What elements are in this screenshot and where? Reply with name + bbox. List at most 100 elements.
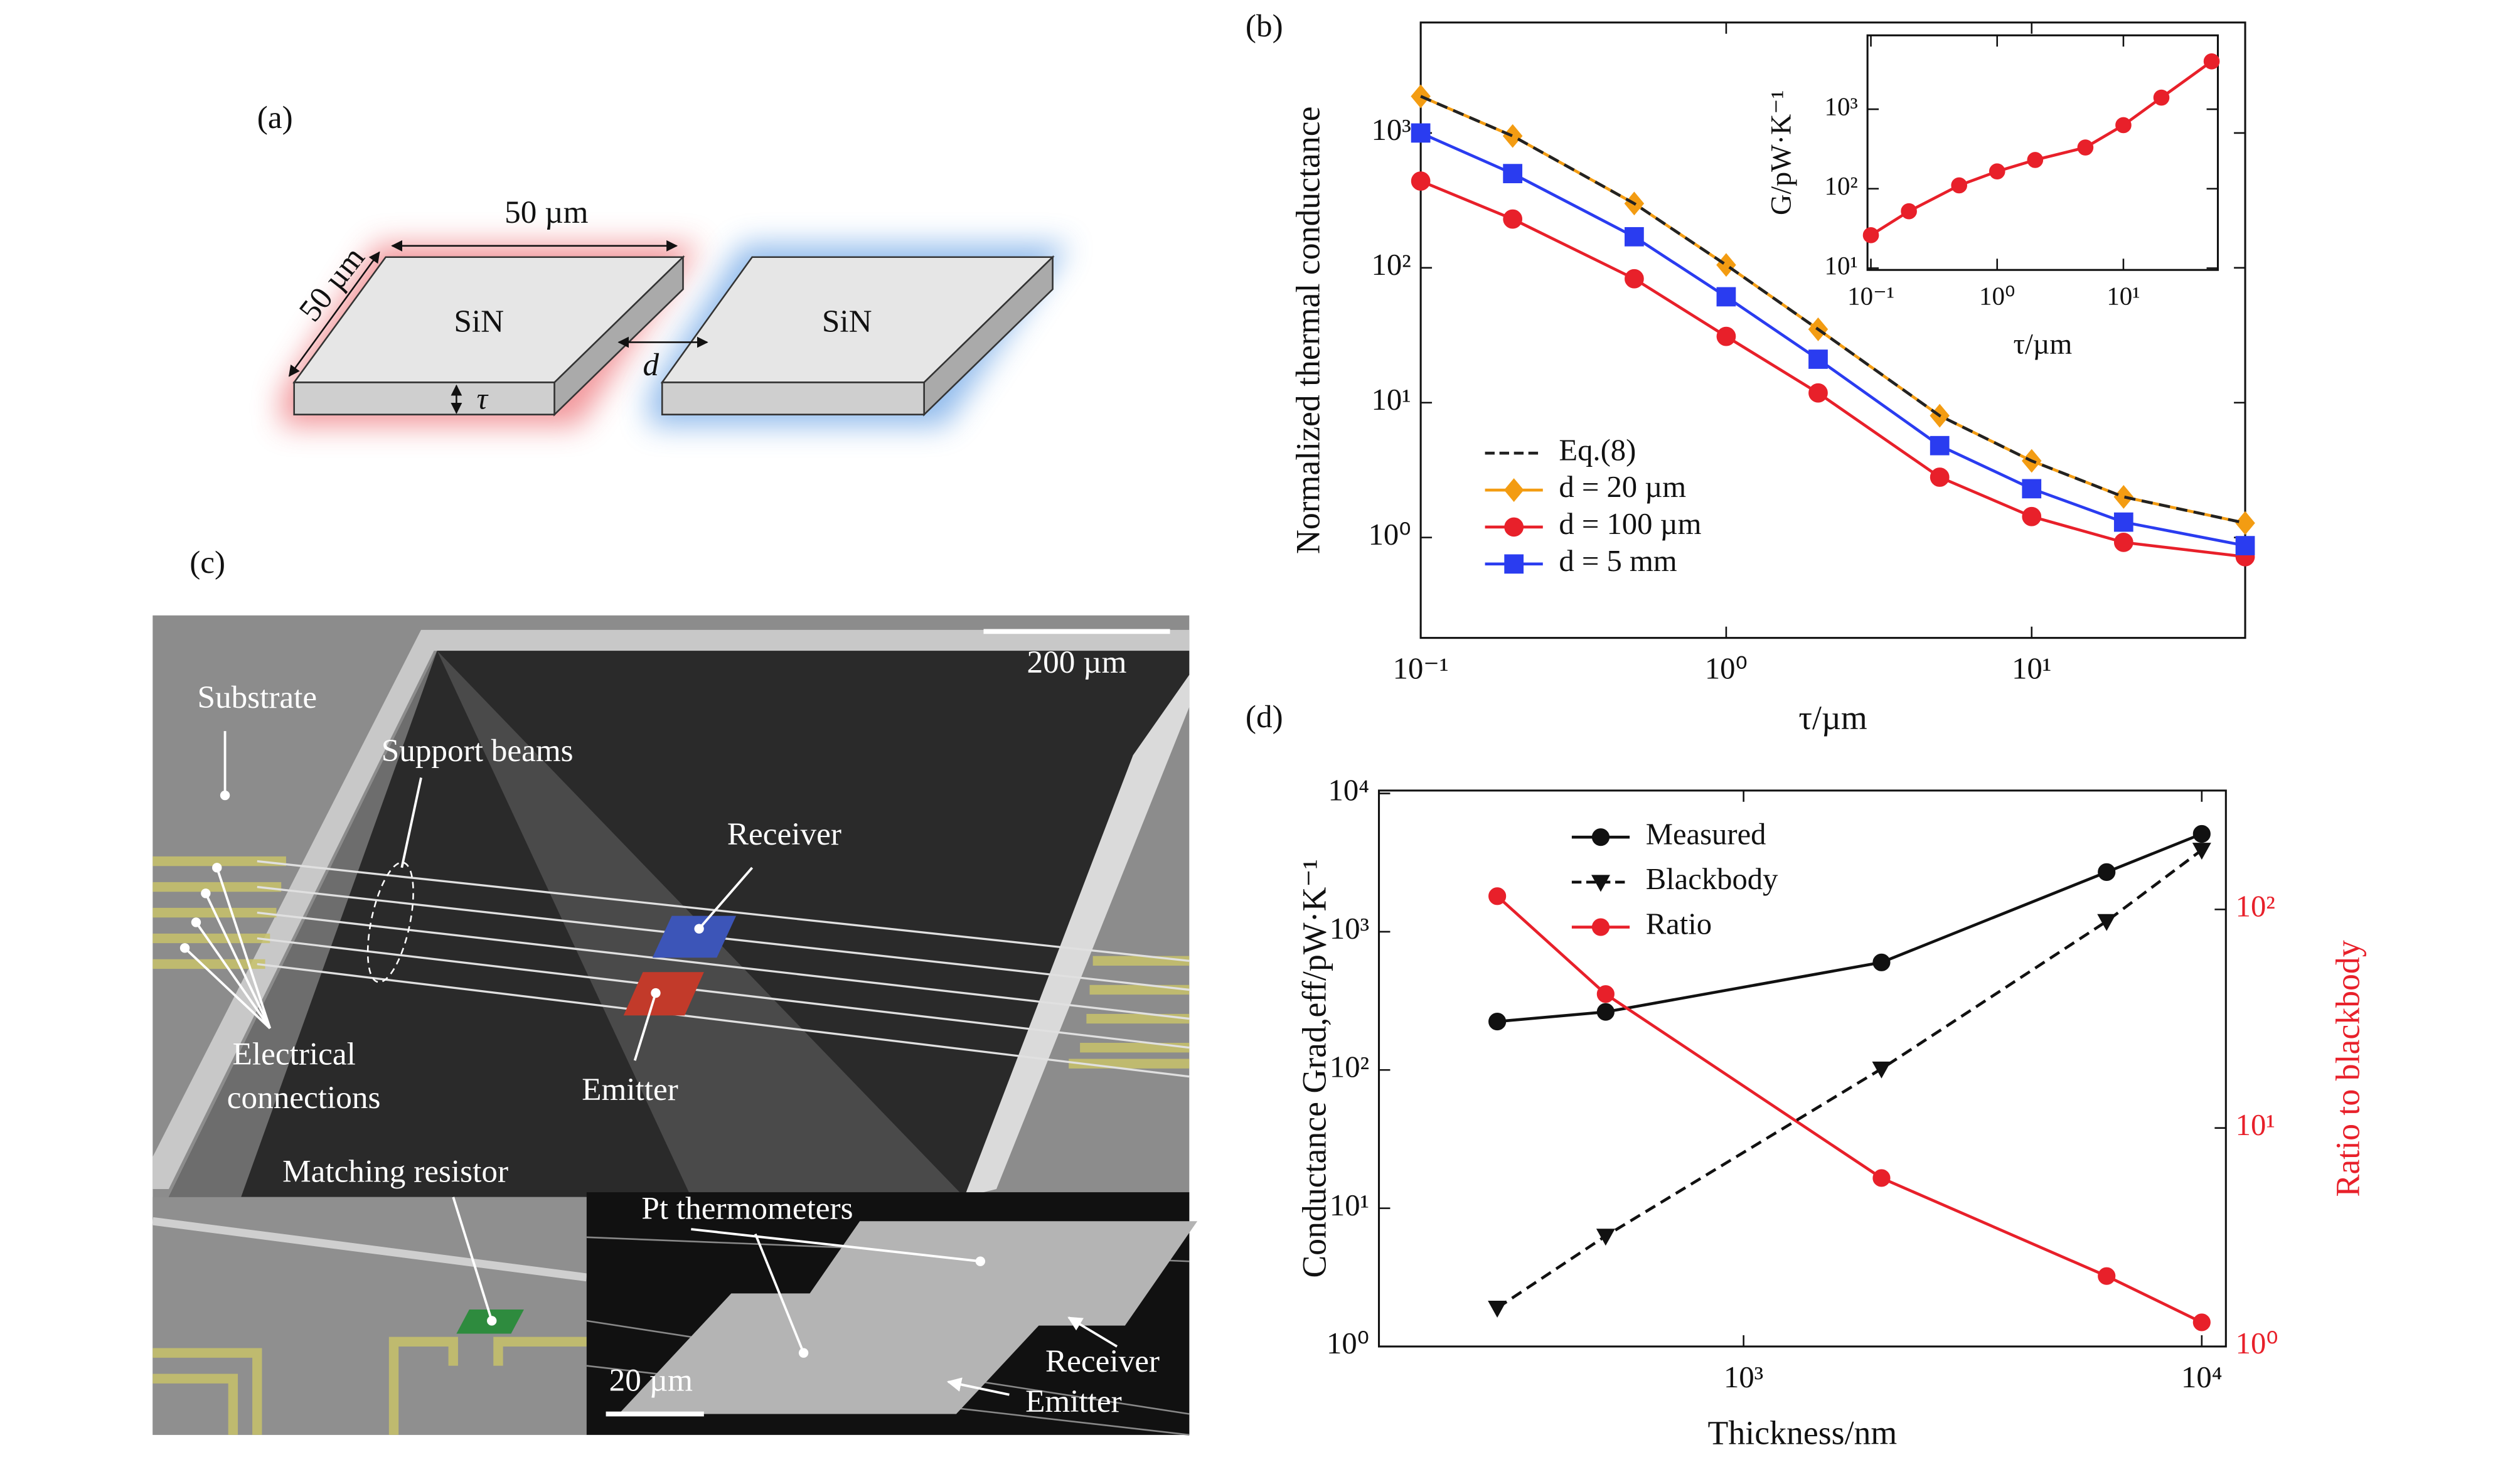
point: [2235, 511, 2255, 535]
legend-label: d = 5 mm: [1559, 544, 1677, 578]
series-line: [1420, 95, 2246, 525]
point: [1716, 287, 1736, 307]
legend-label: Blackbody: [1646, 862, 1778, 896]
point: [1930, 467, 1950, 487]
point: [1503, 209, 1523, 229]
annotation: Emitter: [582, 1072, 678, 1107]
slab-label: SiN: [454, 304, 504, 339]
legend-label: Eq.(8): [1559, 433, 1636, 467]
annotation: connections: [227, 1080, 381, 1116]
x-axis-label: τ/µm: [1798, 699, 1867, 737]
x-tick-label: 10¹: [2106, 282, 2140, 311]
sem-image: [152, 615, 1198, 1436]
point: [1716, 326, 1736, 346]
x-tick-label: 10⁴: [2181, 1360, 2223, 1394]
annotation: Receiver: [1045, 1343, 1160, 1379]
legend-marker: [1591, 918, 1610, 936]
annotation: Pt thermometers: [641, 1191, 853, 1227]
y2-axis-label: Ratio to blackbody: [2329, 940, 2366, 1197]
annotation: Receiver: [727, 816, 841, 852]
y-tick-label: 10⁴: [1328, 774, 1370, 808]
y-axis-label: Conductance Grad,eff/pW·K⁻¹: [1296, 859, 1333, 1278]
annotation: Emitter: [1025, 1384, 1122, 1419]
scale-bar-label: 200 µm: [1027, 644, 1127, 680]
series-line: [1496, 895, 2202, 1324]
point: [1862, 227, 1879, 243]
point: [1488, 1013, 1507, 1031]
y-tick-label: 10¹: [1372, 383, 1411, 417]
point: [2192, 824, 2211, 843]
point: [2022, 479, 2042, 499]
y-tick-label: 10¹: [1825, 251, 1858, 280]
plot-frame: [1419, 21, 2246, 639]
point: [2192, 843, 2211, 860]
panel-label: (a): [257, 100, 293, 136]
point: [1488, 1300, 1507, 1318]
x-tick-label: 10⁰: [1705, 652, 1748, 686]
point: [2203, 53, 2220, 70]
y-axis-label: G/pW·K⁻¹: [1765, 90, 1797, 215]
y-tick-label: 10⁰: [1327, 1326, 1369, 1360]
annotation: Substrate: [197, 680, 317, 715]
x-tick-label: 10⁰: [1979, 282, 2015, 311]
gap-label: d: [643, 347, 659, 383]
legend-marker: [1504, 554, 1524, 574]
legend-label: Measured: [1646, 817, 1766, 851]
plot-frame: [1866, 34, 2219, 271]
point: [2192, 1313, 2211, 1331]
point: [2115, 117, 2132, 134]
x-axis-label: τ/µm: [2013, 328, 2072, 360]
point: [1808, 349, 1828, 369]
point: [1625, 269, 1644, 289]
legend-marker: [1591, 828, 1610, 846]
legend-label: d = 100 µm: [1559, 507, 1701, 541]
slab-label: SiN: [822, 304, 872, 339]
point: [1488, 887, 1507, 905]
point: [1872, 1169, 1891, 1187]
plot-frame: [1377, 789, 2227, 1348]
legend-label: d = 20 µm: [1559, 470, 1686, 504]
point: [2098, 863, 2116, 881]
y2-tick-label: 10⁰: [2236, 1326, 2278, 1360]
legend-label: Ratio: [1646, 907, 1712, 941]
panel-label: (d): [1246, 699, 1283, 735]
point: [2027, 152, 2044, 168]
annotation: Electrical: [233, 1037, 356, 1072]
point: [1872, 1061, 1891, 1079]
y2-tick-label: 10²: [2236, 890, 2275, 924]
y-tick-label: 10³: [1825, 92, 1858, 120]
y-tick-label: 10³: [1372, 113, 1411, 147]
point: [1716, 253, 1736, 277]
point: [2097, 914, 2117, 931]
series-line: [1870, 60, 2213, 237]
scale-bar-label: 20 µm: [609, 1363, 693, 1399]
x-tick-label: 10⁻¹: [1847, 282, 1894, 311]
point: [2098, 1267, 2116, 1285]
point: [1503, 164, 1523, 184]
point: [2153, 89, 2170, 106]
point: [1808, 383, 1828, 403]
x-axis-label: Thickness/nm: [1708, 1414, 1898, 1452]
point: [1596, 985, 1615, 1003]
slab-diagram: [281, 240, 1069, 426]
legend-marker: [1504, 517, 1524, 537]
thickness-label: τ: [477, 381, 489, 415]
point: [2022, 506, 2042, 526]
point: [1625, 227, 1644, 247]
point: [1951, 177, 1967, 194]
point: [2113, 533, 2133, 552]
y-tick-label: 10²: [1825, 171, 1858, 200]
annotation: Matching resistor: [282, 1154, 508, 1190]
point: [1901, 203, 1917, 220]
point: [1930, 435, 1950, 456]
point: [1596, 1229, 1615, 1246]
legend-marker: [1591, 875, 1610, 892]
point: [2113, 512, 2133, 532]
point: [1596, 1003, 1615, 1021]
y-tick-label: 10³: [1330, 912, 1369, 946]
x-tick-label: 10³: [1724, 1360, 1763, 1394]
y-tick-label: 10¹: [1330, 1188, 1369, 1222]
point: [2077, 139, 2094, 156]
y2-tick-label: 10¹: [2236, 1108, 2275, 1142]
